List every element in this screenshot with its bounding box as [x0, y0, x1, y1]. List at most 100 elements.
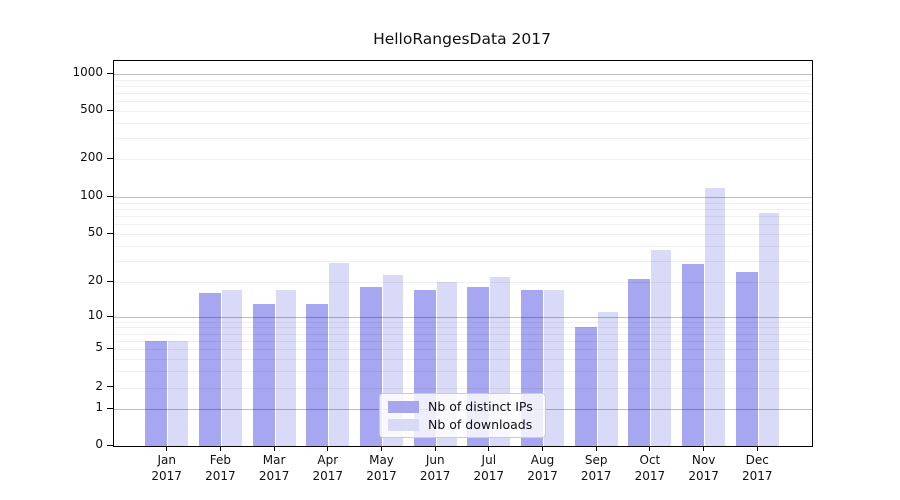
y-tick-label: 100 [80, 188, 103, 202]
gridline [114, 327, 812, 329]
gridline [114, 340, 812, 342]
y-tick [107, 444, 113, 446]
x-tick-label: Dec 2017 [742, 453, 773, 483]
x-tick [434, 446, 436, 451]
bar-downloads-dec [758, 213, 779, 446]
legend-swatch-downloads [388, 418, 419, 431]
bar-downloads-nov [705, 187, 726, 446]
x-tick-label: Apr 2017 [312, 453, 344, 483]
gridline [114, 234, 812, 235]
legend: Nb of distinct IPs Nb of downloads [379, 393, 546, 438]
bar-distinct-ips-sep [574, 327, 597, 446]
y-tick [107, 195, 113, 197]
y-tick-label: 2 [95, 378, 103, 393]
x-tick [488, 446, 490, 451]
y-tick [107, 407, 113, 409]
bar-distinct-ips-apr [306, 303, 329, 446]
x-tick [756, 446, 758, 451]
bar-distinct-ips-may [360, 287, 382, 446]
x-tick [595, 446, 597, 451]
bar-downloads-feb [221, 290, 242, 446]
y-tick-label: 0 [95, 437, 103, 451]
x-tick [649, 446, 651, 451]
gridline [114, 208, 812, 210]
grid-layer [114, 61, 812, 446]
legend-row-distinct-ips: Nb of distinct IPs [380, 399, 545, 414]
x-tick-label: Sep 2017 [580, 453, 612, 483]
x-tick [381, 446, 382, 451]
chart-title: HelloRangesData 2017 [373, 30, 551, 48]
x-tick [327, 446, 329, 451]
bar-downloads-aug [544, 290, 564, 446]
gridline [114, 79, 812, 81]
legend-label-downloads: Nb of downloads [428, 417, 533, 432]
y-tick-label: 10 [87, 308, 103, 322]
y-tick [107, 386, 113, 388]
gridline [114, 282, 812, 283]
y-tick [107, 280, 113, 282]
x-tick-label: Jan 2017 [151, 453, 182, 483]
gridline [114, 224, 812, 226]
x-tick [219, 446, 221, 451]
bar-distinct-ips-nov [682, 264, 705, 446]
legend-swatch-distinct-ips [388, 400, 419, 413]
y-tick-label: 20 [87, 273, 103, 287]
bar-distinct-ips-mar [252, 303, 275, 446]
gridline [114, 122, 812, 124]
gridline [114, 321, 812, 323]
y-tick [107, 347, 113, 349]
y-tick [107, 72, 113, 74]
gridline [114, 197, 812, 198]
y-tick-label: 1000 [72, 65, 103, 79]
bar-downloads-sep [597, 312, 618, 446]
y-tick-label: 200 [80, 150, 103, 164]
x-tick-label: Aug 2017 [527, 453, 558, 483]
x-tick [273, 446, 275, 451]
x-tick-label: Mar 2017 [258, 453, 290, 483]
y-tick [107, 109, 113, 111]
y-tick [107, 315, 113, 317]
gridline [114, 333, 812, 335]
bar-distinct-ips-oct [628, 279, 651, 446]
gridline [114, 216, 812, 217]
gridline [114, 370, 812, 372]
x-tick-label: Oct 2017 [634, 453, 666, 483]
x-tick [166, 446, 168, 451]
y-tick-label: 500 [80, 102, 103, 116]
y-tick [107, 157, 113, 159]
bar-distinct-ips-feb [198, 293, 221, 446]
gridline [114, 85, 812, 87]
gridline [114, 93, 812, 94]
bar-downloads-mar [275, 290, 296, 446]
gridline [114, 349, 812, 351]
gridline [114, 317, 812, 318]
x-tick-label: Jun 2017 [419, 453, 451, 483]
y-tick [107, 232, 113, 234]
gridline [114, 101, 812, 103]
gridline [114, 137, 812, 139]
bar-downloads-oct [651, 249, 672, 446]
bar-distinct-ips-dec [735, 272, 758, 446]
plot-area: Nb of distinct IPs Nb of downloads [113, 60, 813, 447]
y-tick-label: 5 [95, 340, 103, 355]
bar-downloads-apr [329, 262, 350, 446]
x-tick-label: Feb 2017 [205, 453, 236, 483]
gridline [114, 387, 812, 389]
bar-distinct-ips-jan [145, 340, 168, 446]
legend-row-downloads: Nb of downloads [380, 417, 545, 432]
x-tick-label: May 2017 [366, 453, 397, 483]
gridline [114, 74, 812, 75]
gridline [114, 111, 812, 112]
y-tick-label: 50 [87, 225, 103, 239]
bar-downloads-jan [168, 340, 189, 446]
gridline [114, 358, 812, 360]
legend-label-distinct-ips: Nb of distinct IPs [428, 399, 533, 414]
gridline [114, 159, 812, 160]
x-tick-label: Nov 2017 [688, 453, 719, 483]
x-tick [542, 446, 543, 451]
x-tick [703, 446, 705, 451]
x-tick-label: Jul 2017 [473, 453, 505, 483]
gridline [114, 202, 812, 204]
gridline [114, 245, 812, 247]
